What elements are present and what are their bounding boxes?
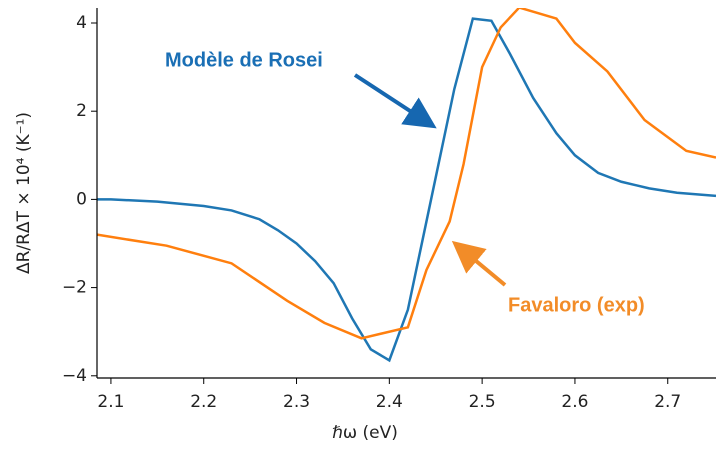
- legend-label: Modèle de Rosei: [165, 49, 323, 71]
- x-tick-label: 2.2: [190, 392, 217, 412]
- x-tick-label: 2.6: [561, 392, 588, 412]
- x-tick-label: 2.1: [97, 392, 124, 412]
- y-axis-label: ΔR/RΔT × 10⁴ (K⁻¹): [14, 112, 34, 274]
- y-tick-label: −2: [62, 278, 87, 298]
- y-tick-label: 2: [76, 101, 87, 121]
- x-tick-label: 2.3: [283, 392, 310, 412]
- annotation-arrow: [451, 240, 507, 287]
- x-tick-label: 2.5: [469, 392, 496, 412]
- y-tick-label: 4: [76, 13, 87, 33]
- y-tick-label: −4: [62, 366, 87, 386]
- series-line: [97, 8, 716, 340]
- x-tick-label: 2.4: [376, 392, 403, 412]
- series-line: [97, 17, 716, 363]
- legend-label: Favaloro (exp): [508, 294, 645, 316]
- y-tick-label: 0: [76, 189, 87, 209]
- x-tick-label: 2.7: [654, 392, 681, 412]
- annotation-arrow: [353, 73, 437, 129]
- x-axis-label: ℏω (eV): [332, 423, 398, 443]
